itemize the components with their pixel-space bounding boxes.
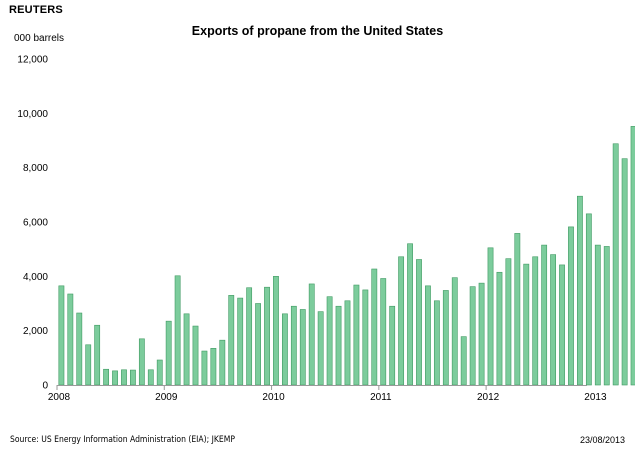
bar-2008-06 xyxy=(103,368,109,386)
bar-2008-12 xyxy=(156,359,163,386)
bar-2010-07 xyxy=(326,296,333,386)
bar-2011-06 xyxy=(425,285,431,386)
y-tick-label: 0 xyxy=(42,381,48,392)
y-tick-labels: 0 2,000 4,000 6,000 8,000 10,000 12,000 xyxy=(17,55,48,392)
bar-2011-11 xyxy=(469,286,476,386)
chart-title: Exports of propane from the United State… xyxy=(191,24,444,38)
bar-2012-07 xyxy=(541,244,548,386)
bar-2011-04 xyxy=(407,243,413,386)
bar-2013-05 xyxy=(630,126,635,386)
y-tick-label: 6,000 xyxy=(23,218,48,229)
bar-2009-03 xyxy=(183,313,190,386)
date-stamp: 23/08/2013 xyxy=(579,435,625,445)
reuters-logo: REUTERS xyxy=(9,4,63,16)
bar-series xyxy=(58,126,635,386)
bar-2008-04 xyxy=(85,344,92,386)
y-tick-label: 2,000 xyxy=(23,326,48,337)
bar-2009-04 xyxy=(192,325,199,386)
x-tick-label: 2013 xyxy=(584,392,607,403)
bar-2009-10 xyxy=(246,287,253,386)
bar-2008-03 xyxy=(76,312,83,386)
bar-2012-09 xyxy=(559,264,565,386)
bar-2012-04 xyxy=(514,233,521,386)
bar-2010-08 xyxy=(335,305,342,386)
bar-2011-03 xyxy=(398,256,405,386)
bar-2013-04 xyxy=(621,158,628,386)
bar-2010-09 xyxy=(344,300,351,386)
bar-2011-02 xyxy=(389,305,396,386)
bar-2011-09 xyxy=(451,277,458,386)
x-tick-label: 2009 xyxy=(155,392,178,403)
bar-2009-06 xyxy=(210,348,217,386)
bar-2009-05 xyxy=(201,350,208,386)
bar-2010-01 xyxy=(273,276,279,386)
y-tick-label: 10,000 xyxy=(17,109,48,120)
bar-2008-01 xyxy=(58,285,65,386)
bar-2008-02 xyxy=(67,293,74,386)
bar-2013-01 xyxy=(594,244,601,386)
bar-2011-01 xyxy=(380,278,387,386)
bar-2009-01 xyxy=(165,320,172,386)
y-tick-label: 12,000 xyxy=(17,55,48,66)
source-note: Source: US Energy Information Administra… xyxy=(10,435,235,445)
bar-2012-05 xyxy=(523,263,530,386)
y-axis-unit-label: 000 barrels xyxy=(14,33,65,44)
bar-2010-04 xyxy=(299,309,306,386)
x-tick-label: 2010 xyxy=(262,392,285,403)
bar-2009-07 xyxy=(219,339,226,386)
bar-2008-10 xyxy=(138,338,145,386)
bar-2009-02 xyxy=(174,275,181,386)
y-tick-label: 4,000 xyxy=(23,272,48,283)
bar-2010-10 xyxy=(353,284,360,386)
bar-2009-12 xyxy=(264,286,270,386)
bar-2011-12 xyxy=(478,282,485,386)
x-tick-label: 2011 xyxy=(370,392,392,403)
bar-2013-03 xyxy=(612,143,619,386)
bar-2012-10 xyxy=(568,226,574,386)
bar-2010-03 xyxy=(290,305,297,386)
bar-2010-06 xyxy=(317,311,324,386)
bar-2008-08 xyxy=(121,369,127,386)
bar-2011-10 xyxy=(460,336,467,386)
bar-2012-03 xyxy=(505,258,512,386)
bar-2011-07 xyxy=(433,300,440,386)
bar-2012-08 xyxy=(550,254,556,386)
bar-2009-08 xyxy=(228,295,235,386)
bar-2008-11 xyxy=(147,369,154,386)
bar-2008-05 xyxy=(94,324,101,386)
bar-2010-02 xyxy=(281,313,288,386)
bar-2012-01 xyxy=(487,247,494,386)
y-tick-label: 8,000 xyxy=(23,163,48,174)
bar-2009-09 xyxy=(237,297,244,386)
bar-2013-02 xyxy=(603,246,610,386)
x-tick-label: 2008 xyxy=(48,392,71,403)
bar-2012-11 xyxy=(577,195,583,386)
bar-2012-06 xyxy=(532,256,539,386)
axes xyxy=(56,385,587,390)
bar-2009-11 xyxy=(255,303,261,386)
bar-2012-02 xyxy=(496,271,503,386)
x-tick-label: 2012 xyxy=(477,392,500,403)
bar-2010-11 xyxy=(362,289,369,386)
bar-2011-08 xyxy=(442,290,449,386)
bar-2012-12 xyxy=(585,213,592,386)
bar-2010-05 xyxy=(308,283,315,386)
bar-2008-07 xyxy=(112,370,118,386)
bar-2010-12 xyxy=(371,268,378,386)
x-tick-labels: 2008 2009 2010 2011 2012 2013 xyxy=(48,392,607,403)
bar-2008-09 xyxy=(130,369,136,386)
bar-2011-05 xyxy=(416,259,422,386)
